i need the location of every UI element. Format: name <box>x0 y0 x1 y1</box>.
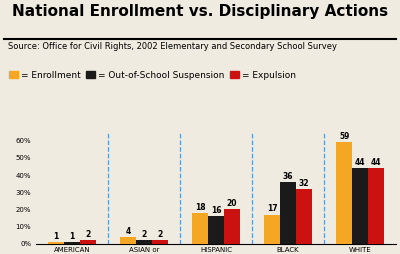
Text: 17: 17 <box>267 204 278 213</box>
Text: Source: Office for Civil Rights, 2002 Elementary and Secondary School Survey: Source: Office for Civil Rights, 2002 El… <box>8 42 337 51</box>
Bar <box>120 237 136 244</box>
Bar <box>352 168 368 244</box>
Bar <box>48 242 64 244</box>
Text: 1: 1 <box>69 232 75 241</box>
Bar <box>264 215 280 244</box>
Text: 2: 2 <box>141 230 147 239</box>
Bar <box>136 240 152 244</box>
Bar <box>336 142 352 244</box>
Text: 2: 2 <box>157 230 162 239</box>
Text: 32: 32 <box>298 179 309 188</box>
Bar <box>208 216 224 244</box>
Text: 44: 44 <box>370 158 381 167</box>
Bar <box>152 240 168 244</box>
Bar <box>368 168 384 244</box>
Legend: = Enrollment, = Out-of-School Suspension, = Expulsion: = Enrollment, = Out-of-School Suspension… <box>8 71 296 80</box>
Bar <box>280 182 296 244</box>
Text: National Enrollment vs. Disciplinary Actions: National Enrollment vs. Disciplinary Act… <box>12 4 388 19</box>
Text: 44: 44 <box>355 158 365 167</box>
Text: 18: 18 <box>195 203 206 212</box>
Text: 1: 1 <box>54 232 59 241</box>
Text: 59: 59 <box>339 132 349 141</box>
Bar <box>80 240 96 244</box>
Text: 20: 20 <box>226 199 237 208</box>
Bar <box>192 213 208 244</box>
Bar <box>64 242 80 244</box>
Bar <box>224 210 240 244</box>
Text: 4: 4 <box>126 227 131 236</box>
Text: 2: 2 <box>85 230 90 239</box>
Bar <box>296 189 312 244</box>
Text: 16: 16 <box>211 206 221 215</box>
Text: 36: 36 <box>283 172 293 181</box>
